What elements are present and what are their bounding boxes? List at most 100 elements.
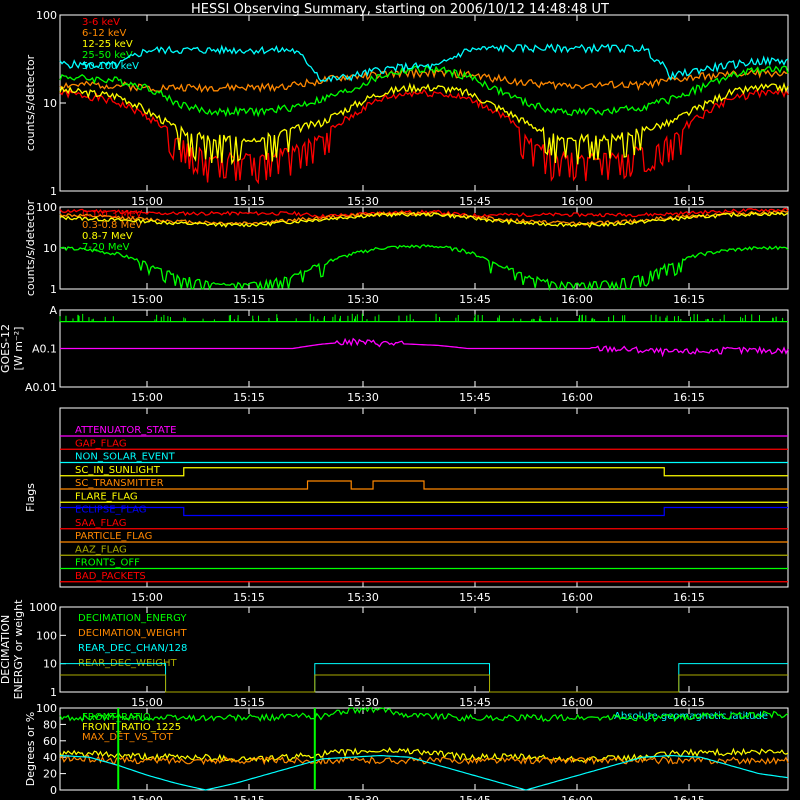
y-tick-label: 1	[50, 185, 57, 198]
panel-frame	[59, 407, 789, 588]
flag-label: AAZ_FLAG	[75, 544, 127, 555]
x-tick-label: 15:45	[459, 794, 491, 800]
flag-line	[60, 506, 788, 517]
x-tick-label: 15:30	[347, 195, 379, 208]
flag-label: ATTENUATOR_STATE	[75, 425, 176, 436]
x-tick-label: 16:15	[673, 195, 705, 208]
legend-label: 25-50 keV	[82, 50, 133, 61]
y-axis-label-2: [W m⁻²]	[12, 327, 25, 371]
legend-label: 50-100 keV	[82, 61, 139, 72]
x-tick-label: 15:15	[233, 391, 265, 404]
series-line	[59, 707, 789, 723]
x-tick-label: 16:00	[561, 696, 593, 709]
x-tick-label: 15:15	[233, 794, 265, 800]
x-tick-label: 15:30	[347, 391, 379, 404]
series-line	[59, 81, 789, 166]
x-tick-label: 15:45	[459, 195, 491, 208]
x-tick-label: 15:45	[459, 293, 491, 306]
flag-line	[60, 480, 788, 490]
x-tick-label: 15:30	[347, 794, 379, 800]
x-tick-label: 15:30	[347, 696, 379, 709]
y-tick-label: 10	[43, 242, 57, 255]
y-axis-label: counts/s/detector	[24, 54, 37, 151]
x-tick-label: 15:00	[131, 195, 163, 208]
x-tick-label: 15:15	[233, 696, 265, 709]
x-tick-label: 15:45	[459, 391, 491, 404]
flag-label: FRONTS_OFF	[75, 558, 140, 569]
figure-title: HESSI Observing Summary, starting on 200…	[191, 2, 609, 17]
y-tick-label: 100	[36, 9, 57, 22]
x-tick-label: 15:00	[131, 293, 163, 306]
y-tick-label: 80	[43, 718, 57, 731]
y-axis-label: counts/s/detector	[24, 199, 37, 296]
series-line	[59, 755, 789, 791]
flag-label: SAA_FLAG	[75, 518, 126, 529]
x-tick-label: 16:00	[561, 195, 593, 208]
legend-label: DECIMATION_WEIGHT	[78, 628, 187, 639]
flag-label: GAP_FLAG	[75, 438, 127, 449]
decimation-line	[60, 674, 788, 693]
x-tick-label: 16:00	[561, 794, 593, 800]
legend-label: 0.3-0.8 MeV	[82, 220, 142, 231]
series-line	[59, 65, 789, 118]
x-tick-label: 15:00	[131, 696, 163, 709]
x-tick-label: 16:15	[673, 794, 705, 800]
panel-frame	[59, 707, 789, 791]
x-tick-label: 16:15	[673, 391, 705, 404]
y-axis-label: Flags	[24, 483, 37, 512]
y-tick-label: 10	[43, 97, 57, 110]
x-tick-label: 15:45	[459, 591, 491, 604]
legend-label: MAX_DET_VS_TOT	[82, 732, 174, 743]
series-line	[59, 746, 789, 763]
y-tick-label: 20	[43, 768, 57, 781]
flag-label: NON_SOLAR_EVENT	[75, 452, 176, 463]
x-tick-label: 16:00	[561, 591, 593, 604]
y-tick-label: 1000	[29, 601, 57, 614]
x-tick-label: 15:30	[347, 591, 379, 604]
y-tick-label: 1	[50, 283, 57, 296]
x-tick-label: 16:15	[673, 591, 705, 604]
legend-label: FRONT_RATIO_1225	[82, 722, 181, 733]
y-tick-label: A0.1	[32, 343, 57, 356]
series-line	[59, 211, 789, 229]
x-tick-label: 15:45	[459, 696, 491, 709]
x-tick-label: 15:00	[131, 391, 163, 404]
x-tick-label: 15:15	[233, 591, 265, 604]
x-tick-label: 15:15	[233, 195, 265, 208]
legend-label: 7-20 MeV	[82, 242, 130, 253]
panels: 15:00 15:15 15:30 15:45 16:00 16:15 counts/s/d…	[0, 9, 789, 800]
legend-label: 6-12 keV	[82, 28, 126, 39]
y-tick-label: 1	[50, 686, 57, 699]
y-tick-label: 100	[36, 201, 57, 214]
y-tick-label: 0	[50, 784, 57, 797]
legend-label: 3-6 keV	[82, 17, 120, 28]
legend-label: FRONT_RATIO	[82, 712, 151, 723]
y-axis-label: Degrees or %	[24, 712, 37, 786]
flag-label: SC_TRANSMITTER	[75, 478, 164, 489]
series-line	[59, 67, 789, 94]
x-tick-label: 16:00	[561, 391, 593, 404]
y-tick-label: 60	[43, 735, 57, 748]
y-axis-label: GOES-12	[0, 324, 12, 373]
flag-label: ECLIPSE_FLAG	[75, 505, 146, 516]
legend-label: DECIMATION_ENERGY	[78, 613, 187, 624]
series-line	[59, 244, 789, 292]
panel-frame	[59, 606, 789, 693]
legend-label: 0.1-0.3 MeV	[82, 209, 142, 220]
x-tick-label: 15:00	[131, 794, 163, 800]
x-tick-label: 15:30	[347, 293, 379, 306]
panel-frame	[59, 14, 789, 192]
flag-line	[60, 467, 788, 477]
legend-label: 12-25 keV	[82, 39, 133, 50]
y-axis-label-2: ENERGY or weight	[12, 599, 25, 699]
y-tick-label: 100	[36, 629, 57, 642]
y-tick-label: A0.01	[25, 381, 57, 394]
x-tick-label: 16:15	[673, 293, 705, 306]
y-tick-label: A	[49, 304, 57, 317]
x-tick-label: 16:15	[673, 696, 705, 709]
flag-label: SC_IN_SUNLIGHT	[75, 465, 161, 476]
x-tick-label: 16:00	[561, 293, 593, 306]
series-line	[59, 88, 789, 185]
legend-label: REAR_DEC_CHAN/128	[78, 643, 187, 654]
